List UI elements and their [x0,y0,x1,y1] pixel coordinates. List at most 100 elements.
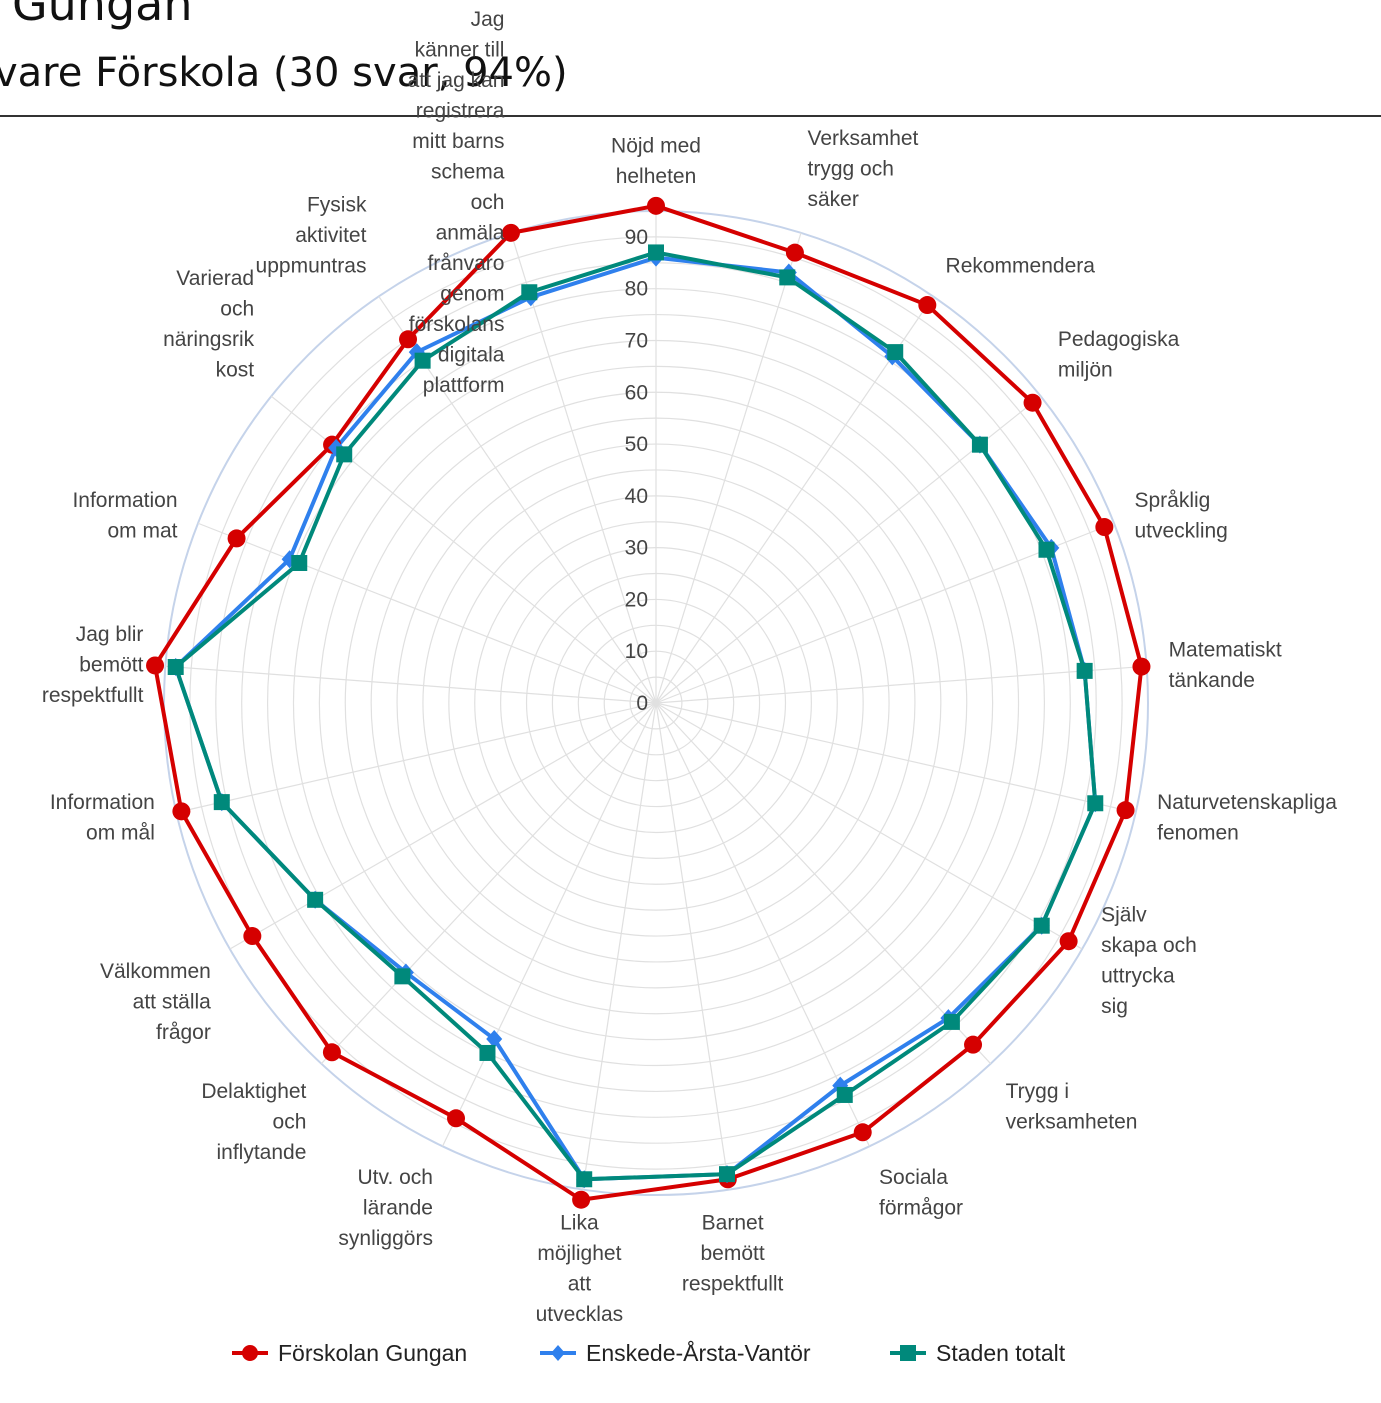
data-point [964,1035,983,1054]
data-point [943,1013,960,1030]
tick-label: 60 [625,381,648,404]
tick-label: 0 [636,692,648,715]
data-point [576,1171,593,1188]
chart-title: Gungan [12,0,193,31]
tick-label: 20 [625,588,648,611]
spoke-line [655,702,1136,814]
legend: Förskolan Gungan Enskede-Årsta-Vantör Stad… [232,1339,1066,1366]
data-point [1132,657,1151,676]
category-label: Naturvetenskapliga fenomen [1157,791,1337,845]
spoke-line [441,702,657,1147]
legend-marker [242,1345,258,1361]
data-point [887,344,904,361]
data-point [647,196,665,215]
data-point [1023,393,1042,412]
category-label: Språklig utveckling [1134,489,1227,543]
category-label: Barnet bemött respektfullt [682,1211,784,1295]
series-line [153,203,1144,1202]
category-label: Själv skapa och uttrycka sig [1101,903,1197,1018]
spoke-line [655,702,730,1190]
data-point [785,243,804,262]
spoke-line [165,665,657,704]
spoke-line [510,232,657,704]
spoke-line [582,702,657,1190]
spoke-line [197,522,657,704]
spoke-line [655,702,871,1147]
category-label: Trygg i verksamheten [1006,1080,1138,1134]
category-label: Information om mat [72,489,177,543]
data-point [971,436,988,453]
data-point [479,1044,496,1061]
data-point [172,802,191,821]
category-label: Jag blir bemött respektfullt [42,623,144,707]
category-label: Lika möjlighet att utvecklas [536,1211,624,1326]
data-point [572,1190,591,1209]
category-label: Sociala förmågor [879,1166,963,1220]
tick-label: 90 [625,226,648,249]
data-point [486,1029,503,1048]
data-point [414,352,431,369]
spoke-line [320,702,657,1065]
data-point [1038,541,1055,558]
data-point [1095,518,1114,537]
tick-label: 30 [625,537,648,560]
data-point [719,1166,736,1183]
radar-series [146,196,1151,1209]
data-point [213,794,230,811]
legend-marker [551,1345,565,1361]
radar-grid [163,210,1149,1196]
category-label: Utv. och lärande synliggörs [338,1166,433,1250]
tick-label: 10 [625,640,648,663]
data-point [146,656,165,675]
spoke-line [176,702,657,814]
data-point [336,446,353,463]
category-label: Välkommen att ställa frågor [100,960,211,1044]
category-label: Jag känner till att jag kan registrera mitt … [408,8,505,397]
data-point [918,296,937,315]
legend-label: Enskede-Årsta-Vantör [586,1339,811,1366]
category-label: Verksamhet trygg och säker [808,127,919,211]
series-line [173,250,1098,1182]
tick-label: 50 [625,433,648,456]
category-label: Rekommendera [946,254,1096,277]
data-point [291,554,308,571]
data-point [167,659,184,676]
spoke-line [655,702,992,1065]
data-point [521,284,538,301]
category-label: Information om mål [50,791,155,845]
tick-label: 80 [625,278,648,301]
category-label: Varierad och näringsrik kost [163,267,255,382]
radial-axis-ticks: 0 10 20 30 40 50 60 70 80 90 [625,226,648,715]
legend-label: Staden totalt [936,1340,1066,1366]
data-point [836,1086,853,1103]
data-point [1116,801,1135,820]
chart-subtitle: vare Förskola (30 svar, 94%) [0,50,568,96]
spoke-line [655,702,1083,950]
data-point [243,927,262,946]
data-point [394,968,411,985]
data-point [307,891,324,908]
spoke-line [655,296,934,704]
spoke-line [229,702,657,950]
category-label: Fysisk aktivitet uppmuntras [256,193,367,277]
data-point [1059,932,1078,951]
category-labels: Nöjd med helheten Verksamhet trygg och säker… [42,8,1337,1326]
category-label: Pedagogiska miljön [1058,328,1180,382]
data-point [1033,917,1050,934]
data-point [853,1123,872,1142]
spoke-line [655,522,1115,704]
data-point [1087,795,1104,812]
legend-marker [900,1345,916,1361]
category-label: Delaktighet och inflytande [201,1080,306,1164]
data-point [501,223,520,242]
spoke-line [655,232,802,704]
spoke-line [655,665,1147,704]
data-point [322,1043,341,1062]
data-point [399,330,418,349]
data-point [1076,662,1093,679]
category-label: Matematiskt tänkande [1169,638,1282,692]
data-point [648,244,664,261]
category-label: Nöjd med helheten [611,135,701,189]
data-point [447,1109,466,1128]
